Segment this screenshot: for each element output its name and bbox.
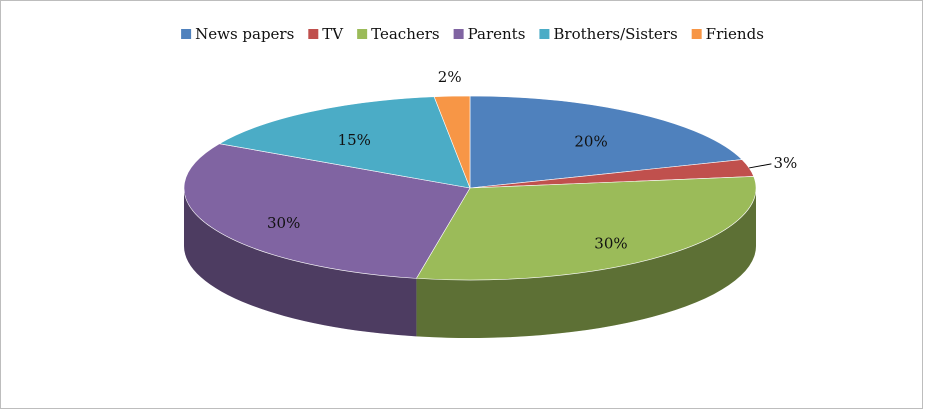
legend: News papers TV Teachers Parents Brothers/Sis… bbox=[181, 25, 764, 43]
data-label: 2% bbox=[438, 68, 462, 86]
legend-label: Parents bbox=[468, 25, 526, 43]
data-label: 30% bbox=[267, 214, 300, 232]
legend-label: Friends bbox=[706, 25, 764, 43]
legend-swatch bbox=[691, 29, 702, 39]
legend-label: News papers bbox=[195, 25, 294, 43]
pie-side bbox=[416, 188, 756, 338]
pie-side-shade bbox=[416, 188, 756, 338]
pie-slice bbox=[218, 96, 471, 189]
pie-slice bbox=[469, 95, 743, 189]
legend-label: TV bbox=[322, 25, 344, 43]
legend-swatch bbox=[539, 29, 550, 39]
pie-slice bbox=[433, 95, 471, 189]
data-label: 15% bbox=[338, 131, 371, 149]
legend-swatch bbox=[453, 29, 464, 39]
legend-swatch bbox=[181, 29, 192, 39]
data-label: 3% bbox=[773, 154, 797, 172]
legend-label: Teachers bbox=[371, 25, 439, 43]
legend-swatch bbox=[357, 29, 368, 39]
pie-slice bbox=[415, 176, 757, 281]
data-label: 20% bbox=[574, 132, 607, 150]
leader-line bbox=[749, 163, 772, 169]
legend-swatch bbox=[308, 29, 319, 39]
pie-slice bbox=[183, 143, 471, 279]
legend-label: Brothers/Sisters bbox=[553, 25, 677, 43]
data-label: 30% bbox=[594, 234, 627, 252]
